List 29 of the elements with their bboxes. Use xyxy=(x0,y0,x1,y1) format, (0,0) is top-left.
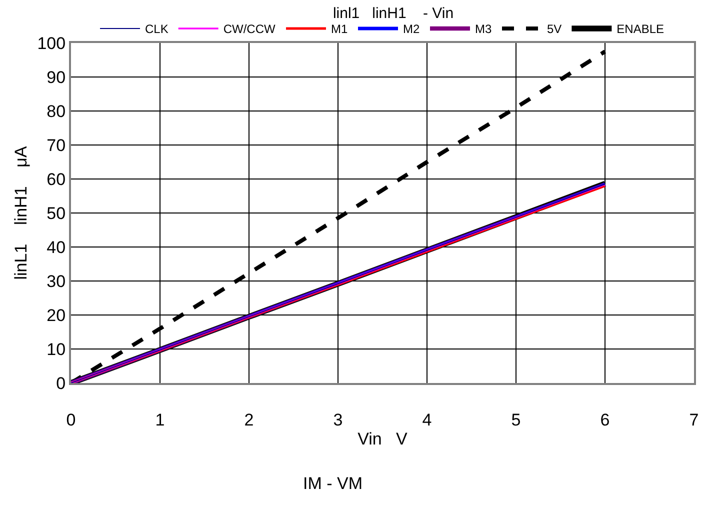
y-tick-label: 100 xyxy=(37,34,66,53)
y-tick-label: 80 xyxy=(46,102,66,121)
legend-label: CW/CCW xyxy=(223,22,276,36)
y-tick-label: 50 xyxy=(46,204,66,223)
chart-title: linl1 linH1 - Vin xyxy=(332,5,454,22)
y-tick-label: 20 xyxy=(46,306,66,325)
legend-label: M3 xyxy=(474,22,492,36)
y-tick-label: 60 xyxy=(46,170,66,189)
y-tick-label: 90 xyxy=(46,68,66,87)
legend-label: CLK xyxy=(145,22,168,36)
x-axis-title: Vin V xyxy=(358,429,408,448)
x-tick-label: 7 xyxy=(689,410,699,430)
x-tick-label: 5 xyxy=(511,410,521,430)
y-tick-label: 30 xyxy=(46,272,66,291)
x-tick-label: 1 xyxy=(155,410,165,430)
x-tick-label: 4 xyxy=(422,410,432,430)
legend-label: M2 xyxy=(403,22,420,36)
legend-label: M1 xyxy=(331,22,348,36)
legend-label: 5V xyxy=(546,22,562,36)
text: IM - VM xyxy=(303,474,362,493)
x-tick-label: 3 xyxy=(333,410,343,430)
y-tick-label: 0 xyxy=(56,374,66,393)
legend-label: ENABLE xyxy=(616,22,664,36)
y-axis-title: linL1 linH1 μA xyxy=(11,146,30,280)
x-tick-label: 6 xyxy=(600,410,610,430)
y-tick-label: 10 xyxy=(46,340,66,359)
x-tick-label: 2 xyxy=(244,410,254,430)
y-tick-label: 70 xyxy=(46,136,66,155)
y-tick-label: 40 xyxy=(46,238,66,257)
